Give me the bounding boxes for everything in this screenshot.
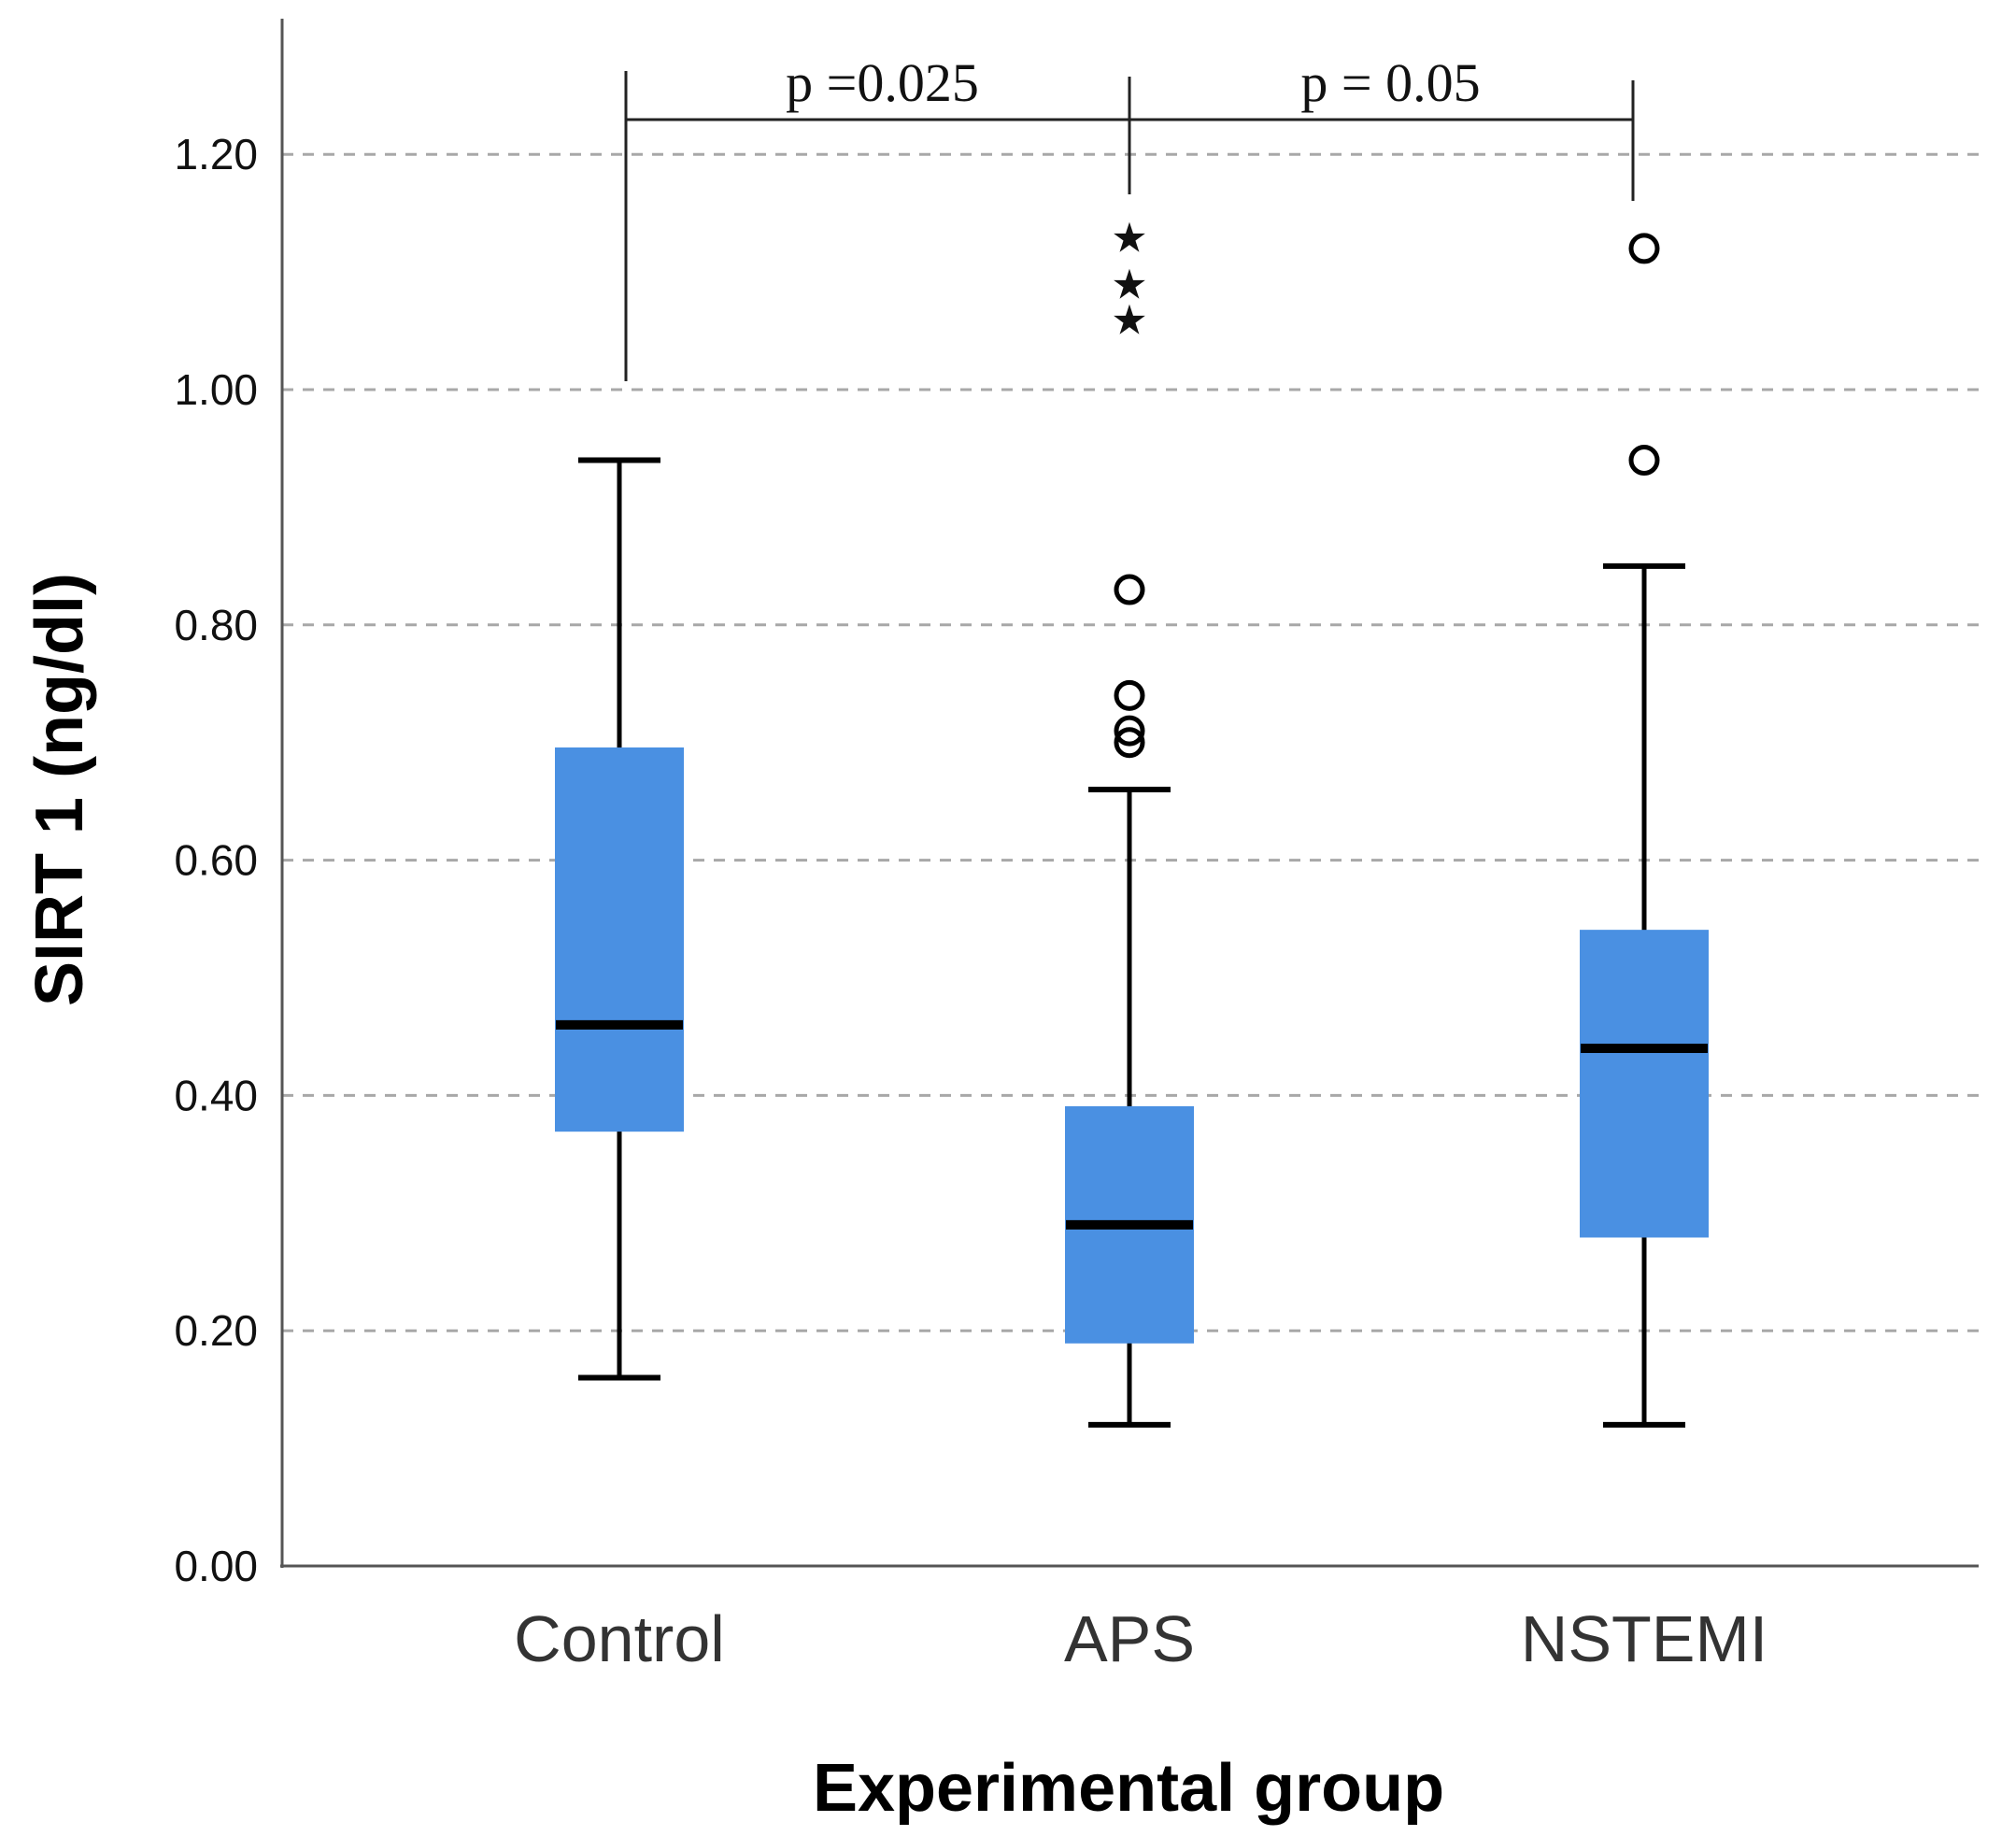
box-group-control: [555, 457, 684, 1381]
x-category-labels: Control APS NSTEMI: [514, 1602, 1768, 1675]
x-category-label: NSTEMI: [1521, 1602, 1768, 1675]
p-value-label: p =0.025: [786, 52, 979, 113]
y-tick-label: 0.60: [174, 836, 258, 885]
y-tick-label: 1.00: [174, 365, 258, 414]
significance-brackets: p =0.025 p = 0.05: [624, 52, 1635, 381]
y-tick-labels: 0.00 0.20 0.40 0.60 0.80 1.00 1.20: [174, 130, 258, 1590]
box-group-aps: ★★★: [1065, 214, 1194, 1428]
y-tick-label: 0.80: [174, 601, 258, 649]
outlier-point: [1114, 679, 1145, 711]
outlier-point: [1628, 445, 1660, 477]
x-axis-title: Experimental group: [813, 1751, 1444, 1826]
box-group-nstemi: [1580, 233, 1709, 1428]
outlier-point: [1114, 715, 1145, 747]
y-tick-label: 1.20: [174, 130, 258, 178]
box-iqr: [555, 747, 684, 1132]
y-axis-title: SIRT 1 (ng/dl): [22, 573, 97, 1006]
p-value-label: p = 0.05: [1300, 52, 1480, 113]
y-tick-label: 0.00: [174, 1542, 258, 1590]
y-tick-label: 0.40: [174, 1071, 258, 1119]
extreme-point: ★: [1111, 296, 1147, 344]
x-category-label: Control: [514, 1602, 725, 1675]
outlier-point: [1114, 727, 1145, 759]
axes: [280, 19, 1979, 1568]
outlier-point: [1114, 574, 1145, 605]
extreme-point: ★: [1111, 214, 1147, 262]
box-iqr: [1580, 930, 1709, 1238]
y-tick-label: 0.20: [174, 1306, 258, 1355]
boxes: ★★★: [555, 214, 1709, 1428]
extreme-point: ★: [1111, 262, 1147, 309]
x-category-label: APS: [1064, 1602, 1195, 1675]
outlier-point: [1628, 233, 1660, 264]
